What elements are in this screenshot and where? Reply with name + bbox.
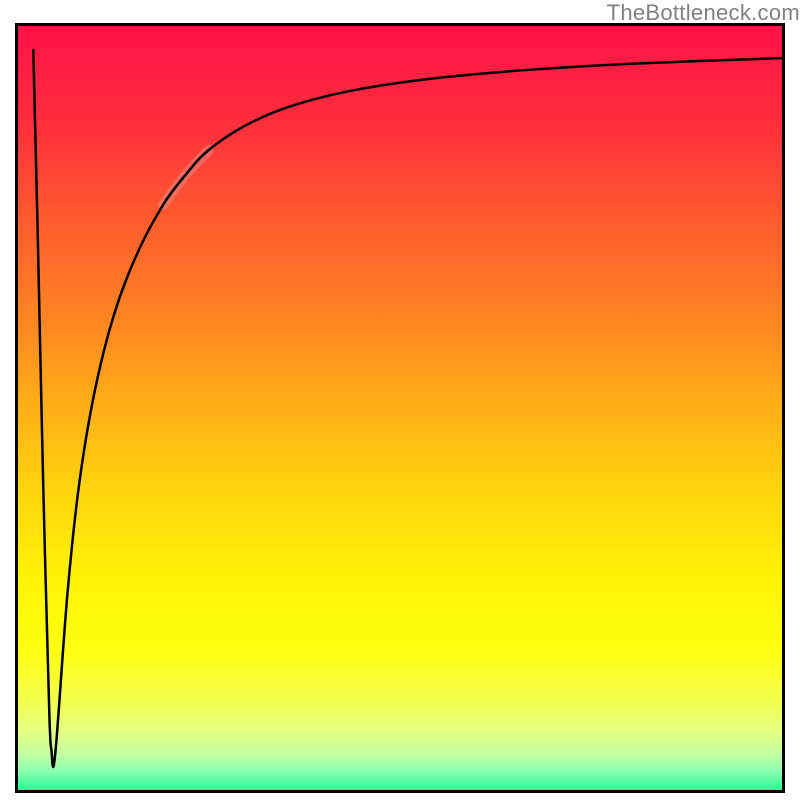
plot-area <box>15 23 785 793</box>
watermark-text: TheBottleneck.com <box>607 0 800 26</box>
chart-container: TheBottleneck.com <box>0 0 800 800</box>
chart-background-gradient <box>18 26 782 790</box>
line-chart-svg <box>18 26 782 790</box>
